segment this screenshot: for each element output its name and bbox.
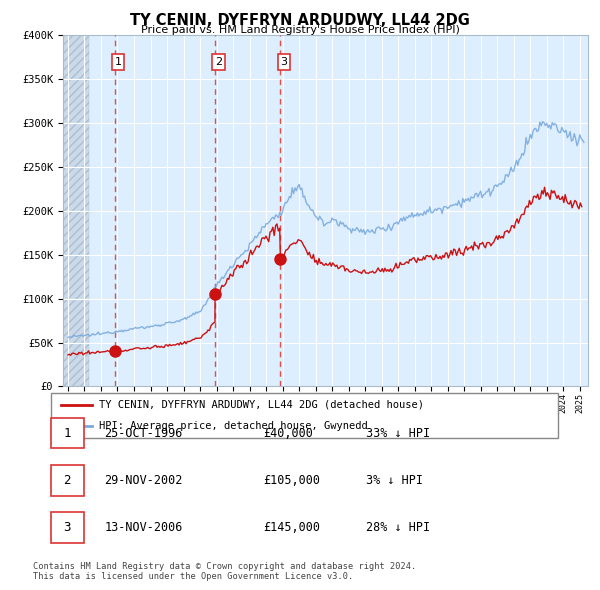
Text: £145,000: £145,000	[263, 521, 320, 534]
Text: 13-NOV-2006: 13-NOV-2006	[104, 521, 183, 534]
Text: 3% ↓ HPI: 3% ↓ HPI	[366, 474, 423, 487]
FancyBboxPatch shape	[50, 393, 559, 438]
Text: £105,000: £105,000	[263, 474, 320, 487]
Text: 1: 1	[63, 427, 71, 440]
Text: 2: 2	[215, 57, 222, 67]
Text: 1: 1	[115, 57, 122, 67]
Text: TY CENIN, DYFFRYN ARDUDWY, LL44 2DG: TY CENIN, DYFFRYN ARDUDWY, LL44 2DG	[130, 13, 470, 28]
Text: 2: 2	[63, 474, 71, 487]
Text: TY CENIN, DYFFRYN ARDUDWY, LL44 2DG (detached house): TY CENIN, DYFFRYN ARDUDWY, LL44 2DG (det…	[100, 399, 424, 409]
Text: Price paid vs. HM Land Registry's House Price Index (HPI): Price paid vs. HM Land Registry's House …	[140, 25, 460, 35]
Text: 3: 3	[63, 521, 71, 534]
Text: Contains HM Land Registry data © Crown copyright and database right 2024.
This d: Contains HM Land Registry data © Crown c…	[33, 562, 416, 581]
Text: 25-OCT-1996: 25-OCT-1996	[104, 427, 183, 440]
Text: 28% ↓ HPI: 28% ↓ HPI	[366, 521, 430, 534]
Text: 29-NOV-2002: 29-NOV-2002	[104, 474, 183, 487]
FancyBboxPatch shape	[50, 465, 84, 496]
FancyBboxPatch shape	[50, 512, 84, 543]
Bar	[63, 35, 89, 386]
FancyBboxPatch shape	[50, 418, 84, 448]
Text: 3: 3	[280, 57, 287, 67]
Text: 33% ↓ HPI: 33% ↓ HPI	[366, 427, 430, 440]
Text: HPI: Average price, detached house, Gwynedd: HPI: Average price, detached house, Gwyn…	[100, 421, 368, 431]
Text: £40,000: £40,000	[263, 427, 313, 440]
